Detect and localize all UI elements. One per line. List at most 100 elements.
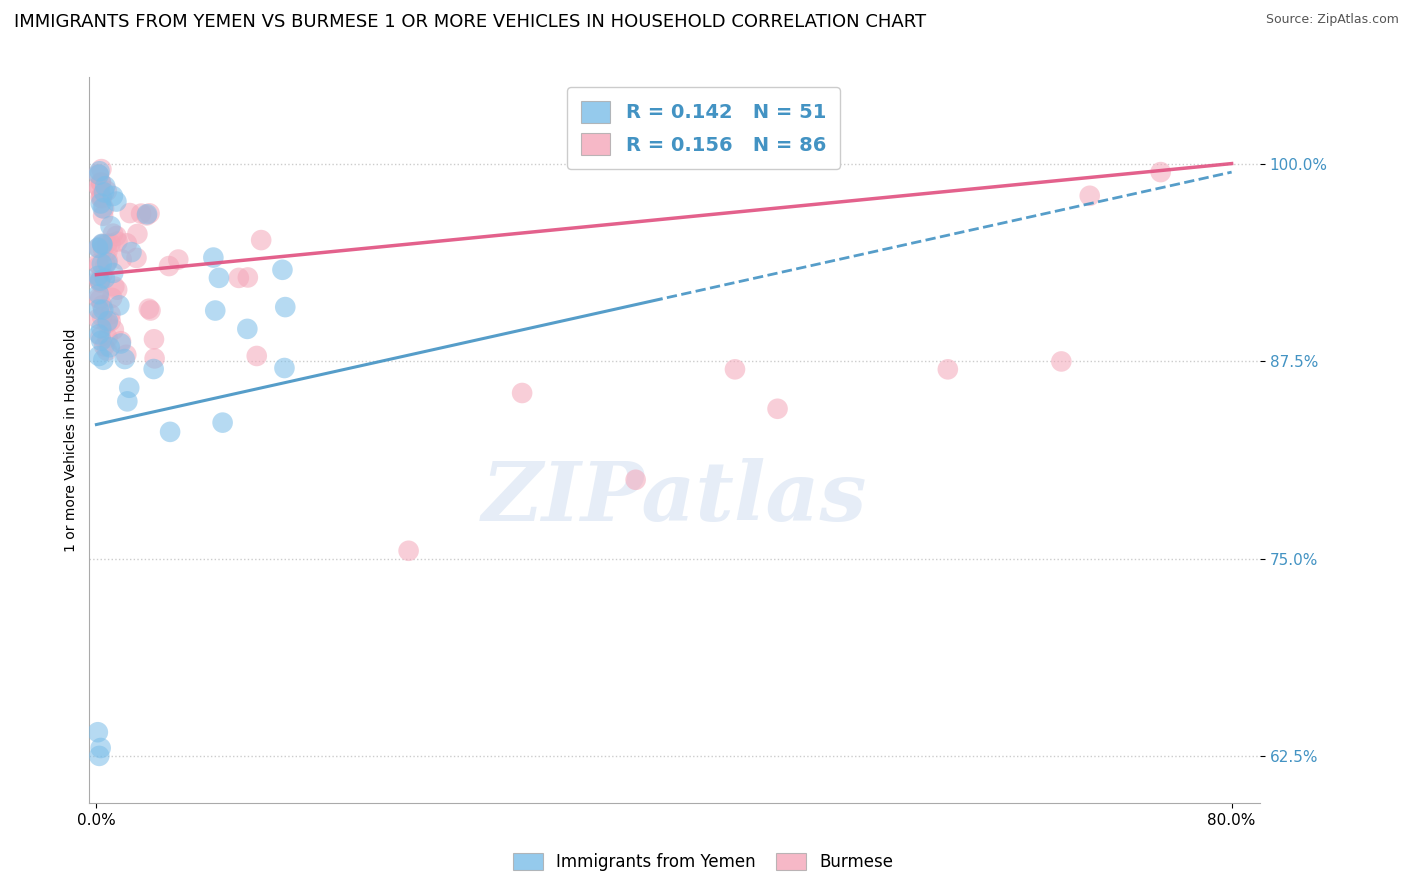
Point — [101, 227, 124, 241]
Point — [90, 741, 112, 756]
Point — [91, 352, 114, 367]
Point — [271, 262, 294, 277]
Point — [87, 287, 110, 301]
Point — [142, 362, 165, 376]
Point — [90, 175, 112, 189]
Point — [89, 274, 111, 288]
Point — [90, 329, 112, 343]
Point — [91, 209, 114, 223]
Point — [273, 361, 295, 376]
Point — [100, 219, 122, 233]
Point — [90, 196, 112, 211]
Point — [1050, 354, 1073, 368]
Point — [1078, 188, 1101, 202]
Point — [138, 301, 160, 316]
Point — [87, 241, 110, 255]
Point — [89, 258, 111, 272]
Point — [87, 167, 110, 181]
Point — [89, 276, 111, 290]
Point — [91, 268, 114, 282]
Point — [96, 331, 118, 345]
Point — [143, 332, 166, 346]
Point — [87, 725, 110, 739]
Point — [228, 271, 250, 285]
Point — [105, 194, 128, 209]
Point — [250, 233, 273, 247]
Point — [204, 303, 226, 318]
Point — [246, 349, 269, 363]
Point — [111, 252, 134, 267]
Text: IMMIGRANTS FROM YEMEN VS BURMESE 1 OR MORE VEHICLES IN HOUSEHOLD CORRELATION CHA: IMMIGRANTS FROM YEMEN VS BURMESE 1 OR MO… — [14, 13, 927, 31]
Point — [167, 252, 190, 267]
Point — [138, 206, 160, 220]
Point — [98, 340, 121, 354]
Point — [89, 748, 111, 763]
Point — [157, 259, 180, 273]
Text: Source: ZipAtlas.com: Source: ZipAtlas.com — [1265, 13, 1399, 27]
Point — [91, 236, 114, 251]
Point — [89, 181, 111, 195]
Point — [87, 349, 110, 363]
Point — [107, 235, 129, 249]
Text: ZIPatlas: ZIPatlas — [482, 458, 868, 539]
Point — [100, 307, 122, 321]
Point — [93, 339, 115, 353]
Point — [90, 162, 112, 177]
Point — [159, 425, 181, 439]
Point — [100, 314, 122, 328]
Legend: Immigrants from Yemen, Burmese: Immigrants from Yemen, Burmese — [505, 845, 901, 880]
Point — [87, 268, 110, 283]
Point — [114, 352, 136, 367]
Point — [103, 323, 125, 337]
Point — [93, 186, 115, 200]
Point — [624, 473, 647, 487]
Point — [90, 176, 112, 190]
Point — [90, 191, 112, 205]
Point — [115, 348, 138, 362]
Point — [110, 336, 132, 351]
Point — [105, 283, 128, 297]
Point — [100, 236, 122, 251]
Point — [136, 207, 159, 221]
Point — [96, 255, 118, 269]
Point — [90, 334, 112, 348]
Point — [103, 266, 125, 280]
Point — [766, 401, 789, 416]
Point — [97, 253, 120, 268]
Point — [129, 206, 152, 220]
Point — [96, 343, 118, 358]
Point — [94, 179, 117, 194]
Point — [101, 189, 124, 203]
Point — [87, 168, 110, 182]
Point — [135, 208, 157, 222]
Point — [89, 272, 111, 286]
Point — [87, 291, 110, 305]
Point — [96, 236, 118, 251]
Point — [125, 251, 148, 265]
Point — [91, 237, 114, 252]
Point — [398, 543, 420, 558]
Point — [87, 311, 110, 326]
Point — [139, 303, 162, 318]
Point — [118, 381, 141, 395]
Point — [236, 322, 259, 336]
Point — [108, 298, 131, 312]
Point — [94, 271, 117, 285]
Point — [90, 321, 112, 335]
Point — [105, 229, 128, 244]
Point — [90, 191, 112, 205]
Point — [103, 279, 125, 293]
Point — [90, 189, 112, 203]
Point — [96, 244, 118, 258]
Point — [89, 275, 111, 289]
Point — [87, 327, 110, 342]
Point — [87, 241, 110, 255]
Point — [94, 258, 117, 272]
Point — [510, 386, 533, 401]
Point — [91, 237, 114, 252]
Point — [1150, 165, 1173, 179]
Point — [118, 206, 141, 220]
Point — [274, 300, 297, 314]
Point — [110, 334, 132, 349]
Point — [87, 257, 110, 271]
